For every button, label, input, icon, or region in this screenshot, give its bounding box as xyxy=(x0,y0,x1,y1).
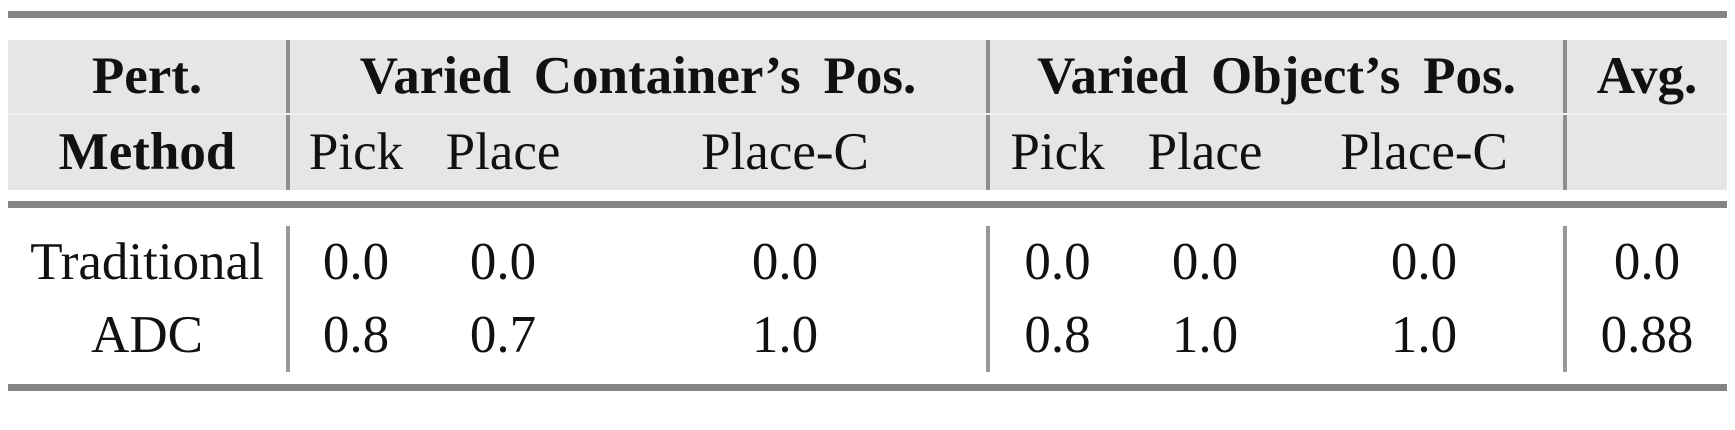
table-header: Pert. Varied Container’s Pos. Varied Obj… xyxy=(8,40,1727,190)
col-header-pert: Pert. xyxy=(8,40,290,113)
results-table: Pert. Varied Container’s Pos. Varied Obj… xyxy=(8,11,1727,391)
subheader-place-container: Place xyxy=(422,115,584,190)
value-cell-traditional-pick-container: 0.0 xyxy=(322,233,390,291)
value-cell-traditional-place-c-object: 0.0 xyxy=(1285,226,1567,299)
value-cell-adc-pick-object: 0.8 xyxy=(1024,306,1091,364)
value-cell-adc-place-c-object: 1.0 xyxy=(1285,299,1567,372)
subheader-place-object: Place xyxy=(1125,115,1285,190)
row-label-adc: ADC xyxy=(8,299,290,372)
row-label-traditional: Traditional xyxy=(8,226,290,299)
subheader-avg-empty xyxy=(1567,115,1727,190)
value-cell-traditional-pick-object: 0.0 xyxy=(1024,233,1091,291)
avg-cell-traditional: 0.0 xyxy=(1613,233,1681,291)
value-cell-traditional-place-c-container: 0.0 xyxy=(584,226,990,299)
subheader-place-c-object: Place-C xyxy=(1285,115,1567,190)
subheader-pick-object: Pick xyxy=(990,115,1125,190)
group-header-varied-object-pos: Varied Object’s Pos. xyxy=(990,40,1567,113)
subheader-place-c-container: Place-C xyxy=(584,115,990,190)
value-cell-traditional-place-container: 0.0 xyxy=(469,233,537,291)
table-mid-rule xyxy=(8,201,1727,208)
col-header-avg: Avg. xyxy=(1567,40,1727,113)
value-cell-adc-place-container: 0.7 xyxy=(469,306,537,364)
value-cell-adc-pick-container: 0.8 xyxy=(322,306,390,364)
avg-cell-adc: 0.88 xyxy=(1600,306,1694,364)
subheader-pick-container: Pick xyxy=(290,115,422,190)
value-cell-adc-place-object: 1.0 xyxy=(1171,306,1239,364)
table-top-rule xyxy=(8,11,1727,18)
table-body: Traditional 0.0 0.0 0.0 0.0 0.0 0.0 0.0 … xyxy=(8,226,1727,372)
value-cell-adc-place-c-container: 1.0 xyxy=(584,299,990,372)
group-header-varied-container-pos: Varied Container’s Pos. xyxy=(290,40,990,113)
value-cell-traditional-place-object: 0.0 xyxy=(1171,233,1239,291)
col-header-method: Method xyxy=(8,115,290,190)
table-bottom-rule xyxy=(8,384,1727,391)
